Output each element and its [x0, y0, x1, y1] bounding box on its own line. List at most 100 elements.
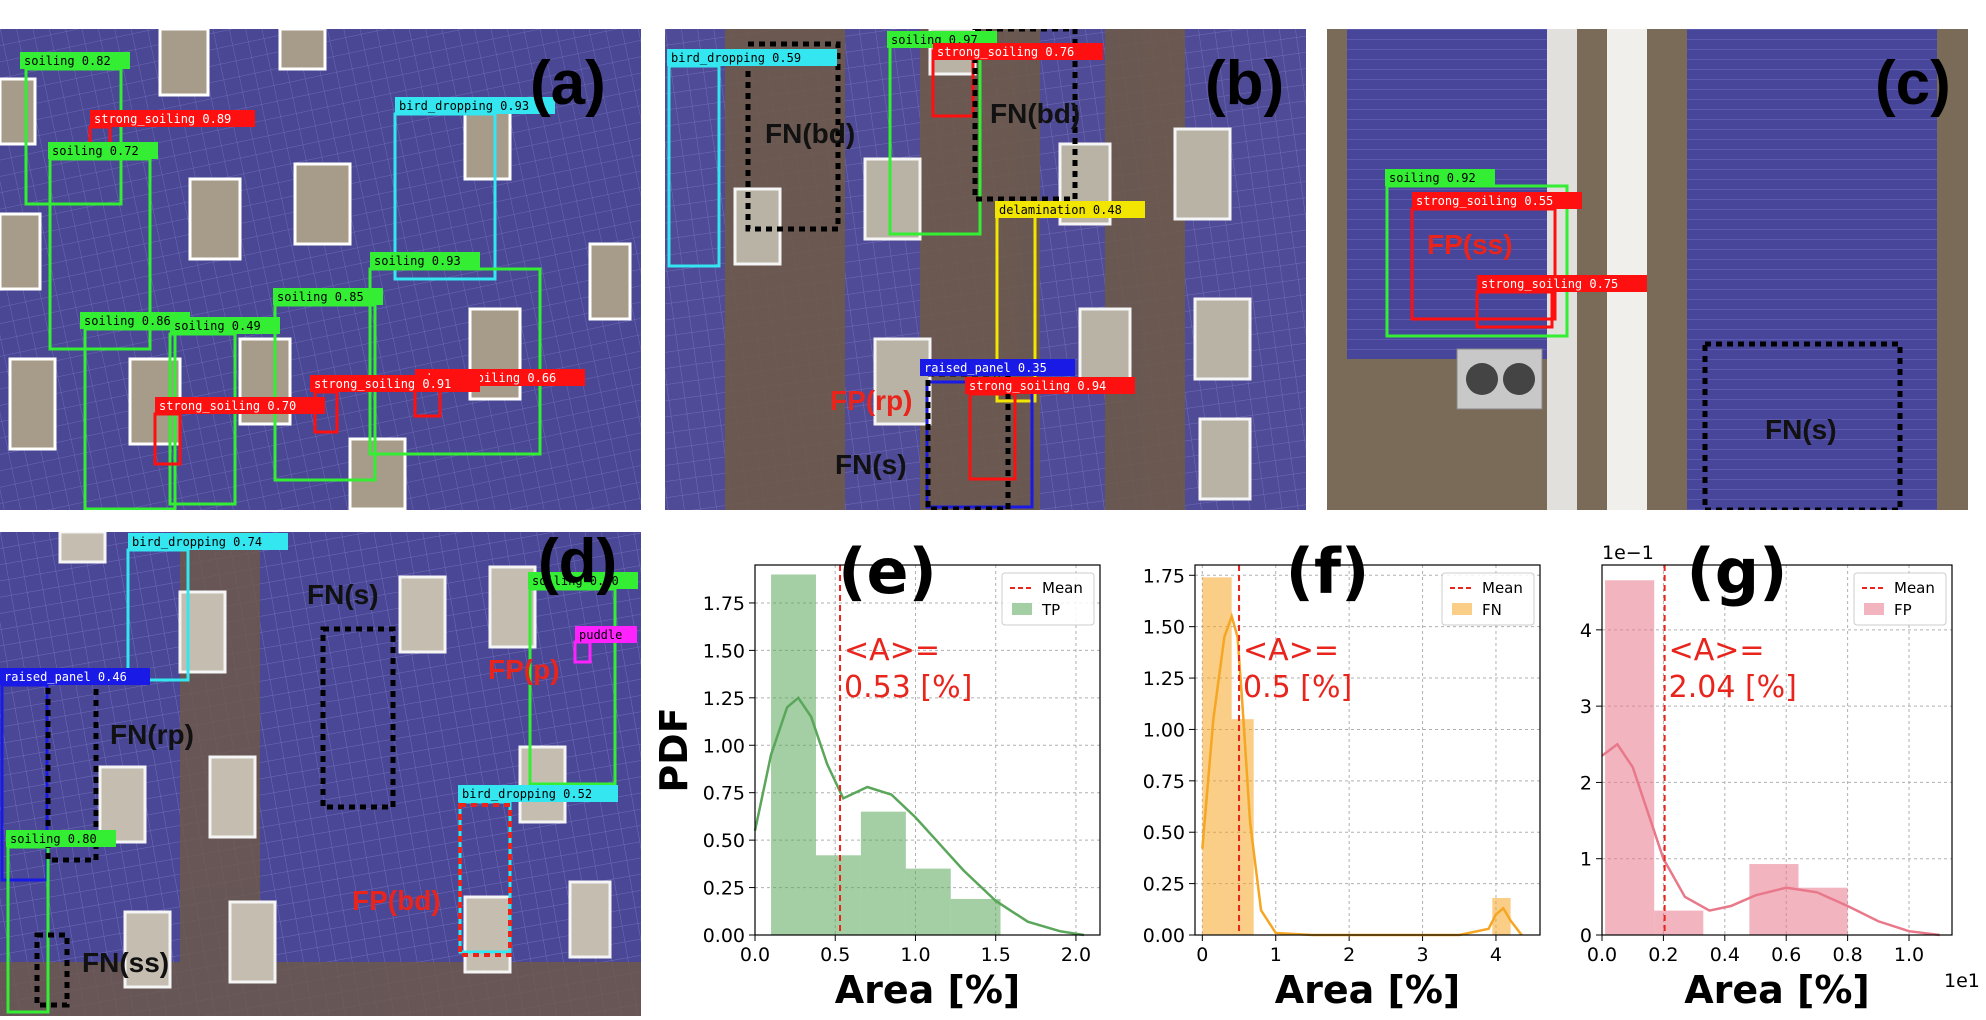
det-label: soiling 0.60 — [532, 574, 619, 588]
kde-line — [1601, 742, 1940, 937]
y-tick-label: 1.00 — [1143, 719, 1185, 741]
photo-b-svg: bird_dropping 0.59 soiling 0.97 strong_s… — [665, 29, 1306, 510]
x-tick-label: 0.2 — [1648, 944, 1678, 966]
y-tick-label: 0.75 — [703, 783, 745, 805]
mean-annotation-value: 0.5 [%] — [1243, 670, 1352, 705]
annotation-boxes — [745, 29, 1078, 510]
det-label: bird_dropping 0.59 — [671, 51, 801, 65]
x-tick-label: 4 — [1490, 944, 1502, 966]
panel-id-a: (a) — [530, 49, 606, 118]
legend-mean-label: Mean — [1042, 579, 1083, 597]
mean-annotation-label: <A>= — [1669, 633, 1765, 668]
y-tick-label: 2 — [1580, 772, 1592, 794]
y-tick-label: 0.00 — [703, 925, 745, 947]
chart-e: 0.0 0.5 1.0 1.5 2.0 0.00 0.25 0.50 0.75 1.00 1.25 1… — [650, 520, 1120, 1016]
annotation-box-fp-bd — [458, 803, 512, 957]
photo-a-svg: soiling 0.82 strong_soiling 0.89 soiling… — [0, 29, 641, 510]
note-fp-ss: FP(ss) — [1427, 229, 1513, 260]
note-fp-rp: FP(rp) — [830, 385, 912, 416]
det-label: raised_panel 0.35 — [924, 361, 1047, 375]
y-tick-label: 3 — [1580, 696, 1592, 718]
det-label: strong_soiling 0.89 — [94, 112, 231, 126]
photo-panel-b: bird_dropping 0.59 soiling 0.97 strong_s… — [665, 29, 1306, 510]
mean-annotation-label: <A>= — [844, 633, 940, 668]
mean-annotation-label: <A>= — [1243, 633, 1339, 668]
det-label: soiling 0.49 — [174, 319, 261, 333]
photo-d-svg: bird_dropping 0.74 soiling 0.60 puddle r… — [0, 532, 641, 1016]
chart-e-svg: 0.0 0.5 1.0 1.5 2.0 0.00 0.25 0.50 0.75 1.00 1.25 1… — [652, 535, 1101, 1012]
histogram-bar — [771, 574, 816, 935]
roof-strips — [725, 29, 1185, 510]
y-tick-label: 1 — [1580, 849, 1592, 871]
chart-g-svg: 0.0 0.2 0.4 0.6 0.8 1.0 0 1 2 3 4 <A>=2.04 [%] Mean F… — [1580, 535, 1980, 1012]
det-label: strong_soiling 0.70 — [159, 399, 296, 413]
note-fn-s: FN(s) — [307, 579, 379, 610]
det-label: strong_soiling 0.94 — [969, 379, 1106, 393]
det-label: soiling 0.72 — [52, 144, 139, 158]
det-label: raised_panel 0.46 — [4, 670, 127, 684]
chart-panel-id: (f) — [1286, 535, 1370, 608]
y-tick-label: 1.25 — [1143, 668, 1185, 690]
x-scale-label: 1e1 — [1944, 970, 1980, 992]
legend-series-swatch — [1452, 603, 1472, 615]
legend-series-label: FN — [1482, 601, 1502, 619]
chart-panel-id: (g) — [1686, 535, 1787, 608]
detection-labels: soiling 0.82 strong_soiling 0.89 soiling… — [20, 52, 585, 414]
x-tick-label: 0.8 — [1833, 944, 1863, 966]
note-fp-p: FP(p) — [488, 654, 560, 685]
det-label: delamination 0.48 — [999, 203, 1122, 217]
legend-series-swatch — [1012, 603, 1032, 615]
note-fn-s: FN(s) — [1765, 414, 1837, 445]
photo-c-svg: soiling 0.92 strong_soiling 0.55 strong_… — [1327, 29, 1968, 510]
photo-panel-c: soiling 0.92 strong_soiling 0.55 strong_… — [1327, 29, 1968, 510]
x-tick-label: 0.4 — [1710, 944, 1740, 966]
legend-series-label: FP — [1894, 601, 1912, 619]
mean-annotation-value: 2.04 [%] — [1669, 670, 1797, 705]
y-tick-label: 1.75 — [1143, 565, 1185, 587]
fan-left — [1466, 363, 1498, 395]
histogram-bar — [905, 868, 951, 935]
chart-g: 0.0 0.2 0.4 0.6 0.8 1.0 0 1 2 3 4 <A>= 2.04 [%] Mean F… — [1560, 520, 1986, 1016]
x-tick-label: 1.0 — [1894, 944, 1924, 966]
histogram-bar — [1749, 864, 1799, 935]
note-fp-bd: FP(bd) — [352, 885, 441, 916]
y-axis-label: PDF — [652, 707, 696, 792]
x-tick-label: 2 — [1343, 944, 1355, 966]
x-tick-label: 3 — [1417, 944, 1429, 966]
plot-frame — [1194, 564, 1541, 936]
x-tick-label: 0 — [1196, 944, 1208, 966]
y-tick-label: 0 — [1580, 925, 1592, 947]
y-tick-label: 4 — [1580, 620, 1592, 642]
detection-labels: bird_dropping 0.59 soiling 0.97 strong_s… — [667, 31, 1145, 394]
note-fn-s: FN(s) — [835, 449, 907, 480]
det-label: strong_soiling 0.76 — [937, 45, 1074, 59]
y-tick-label: 1.00 — [703, 735, 745, 757]
det-label: strong_soiling 0.91 — [314, 377, 451, 391]
det-label: bird_dropping 0.93 — [399, 99, 529, 113]
histogram-bar — [1202, 577, 1232, 935]
x-tick-label: 0.0 — [1587, 944, 1617, 966]
histogram-bar — [1492, 898, 1511, 935]
histogram-bar — [1654, 910, 1704, 935]
photo-panel-d: bird_dropping 0.74 soiling 0.60 puddle r… — [0, 532, 641, 1016]
x-tick-label: 1.5 — [981, 944, 1011, 966]
y-tick-label: 1.50 — [703, 640, 745, 662]
histogram-bar — [860, 811, 906, 935]
chart-panel-id: (e) — [838, 535, 937, 608]
det-label: bird_dropping 0.52 — [462, 787, 592, 801]
y-tick-label: 1.50 — [1143, 617, 1185, 639]
det-label: puddle — [579, 628, 622, 642]
x-tick-label: 0.5 — [820, 944, 850, 966]
x-axis-label: Area [%] — [1275, 968, 1461, 1012]
det-label: soiling 0.93 — [374, 254, 461, 268]
x-tick-label: 1.0 — [900, 944, 930, 966]
skylights — [733, 29, 1252, 501]
y-tick-label: 1.75 — [703, 593, 745, 615]
y-tick-label: 0.75 — [1143, 771, 1185, 793]
y-tick-label: 0.50 — [1143, 822, 1185, 844]
kde-line — [1201, 612, 1523, 937]
y-tick-label: 0.25 — [703, 878, 745, 900]
plot-frame — [754, 564, 1101, 936]
x-tick-label: 2.0 — [1061, 944, 1091, 966]
panel-id-d: (d) — [538, 532, 617, 596]
